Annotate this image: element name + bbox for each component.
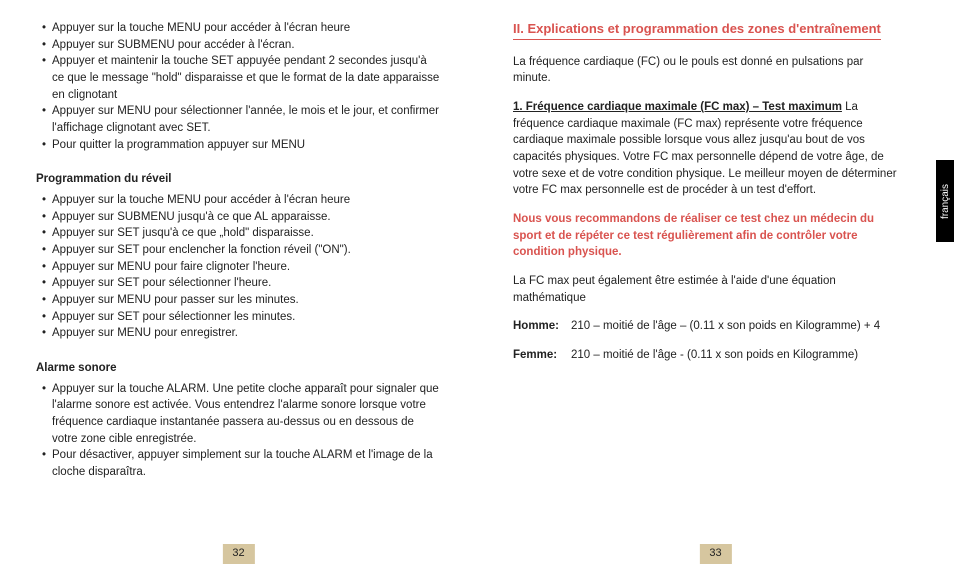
page-number-left: 32 [222, 544, 254, 564]
heading-alarm-clock: Programmation du réveil [36, 171, 441, 188]
list-item: Appuyer sur MENU pour sélectionner l'ann… [44, 103, 441, 136]
list-item: Appuyer sur SUBMENU pour accéder à l'écr… [44, 37, 441, 54]
list-item: Pour quitter la programmation appuyer su… [44, 137, 441, 154]
sub-heading-fcmax: 1. Fréquence cardiaque maximale (FC max)… [513, 101, 842, 113]
list-item: Pour désactiver, appuyer simplement sur … [44, 447, 441, 480]
list-item: Appuyer sur SUBMENU jusqu'à ce que AL ap… [44, 209, 441, 226]
intro-paragraph: La fréquence cardiaque (FC) ou le pouls … [513, 54, 902, 87]
page-left: Appuyer sur la touche MENU pour accéder … [0, 0, 477, 574]
formula-label-female: Femme: [513, 347, 571, 364]
list-item: Appuyer sur la touche MENU pour accéder … [44, 20, 441, 37]
list-item: Appuyer sur MENU pour faire clignoter l'… [44, 259, 441, 276]
formula-male: Homme: 210 – moitié de l'âge – (0.11 x s… [513, 318, 902, 335]
chapter-title-wrapper: II. Explications et programmation des zo… [513, 20, 902, 54]
list-alarm-clock: Appuyer sur la touche MENU pour accéder … [36, 192, 441, 342]
formula-text-female: 210 – moitié de l'âge - (0.11 x son poid… [571, 347, 858, 364]
list-item: Appuyer sur MENU pour passer sur les min… [44, 292, 441, 309]
equation-intro: La FC max peut également être estimée à … [513, 273, 902, 306]
page-right: II. Explications et programmation des zo… [477, 0, 954, 574]
list-sound-alarm: Appuyer sur la touche ALARM. Une petite … [36, 381, 441, 481]
language-tab-label: français [940, 183, 951, 218]
formula-text-male: 210 – moitié de l'âge – (0.11 x son poid… [571, 318, 880, 335]
language-tab: français [936, 160, 954, 242]
list-date-programming: Appuyer sur la touche MENU pour accéder … [36, 20, 441, 153]
list-item: Appuyer sur SET pour sélectionner les mi… [44, 309, 441, 326]
heading-sound-alarm: Alarme sonore [36, 360, 441, 377]
list-item: Appuyer sur SET jusqu'à ce que „hold" di… [44, 225, 441, 242]
list-item: Appuyer sur MENU pour enregistrer. [44, 325, 441, 342]
chapter-title: II. Explications et programmation des zo… [513, 20, 881, 40]
list-item: Appuyer sur la touche MENU pour accéder … [44, 192, 441, 209]
formula-female: Femme: 210 – moitié de l'âge - (0.11 x s… [513, 347, 902, 364]
two-page-spread: Appuyer sur la touche MENU pour accéder … [0, 0, 954, 574]
list-item: Appuyer sur SET pour enclencher la fonct… [44, 242, 441, 259]
list-item: Appuyer sur SET pour sélectionner l'heur… [44, 275, 441, 292]
fcmax-block: 1. Fréquence cardiaque maximale (FC max)… [513, 99, 902, 199]
list-item: Appuyer et maintenir la touche SET appuy… [44, 53, 441, 103]
page-number-right: 33 [699, 544, 731, 564]
fcmax-paragraph: La fréquence cardiaque maximale (FC max)… [513, 101, 897, 196]
formula-label-male: Homme: [513, 318, 571, 335]
list-item: Appuyer sur la touche ALARM. Une petite … [44, 381, 441, 448]
warning-paragraph: Nous vous recommandons de réaliser ce te… [513, 211, 902, 261]
